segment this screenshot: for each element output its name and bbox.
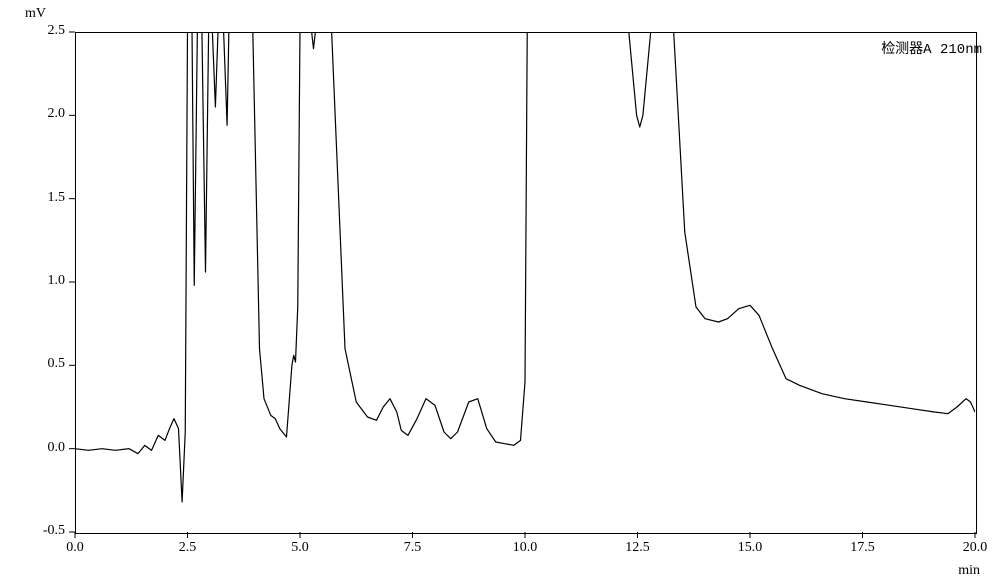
- x-tick-label: 10.0: [505, 540, 545, 556]
- x-tick-label: 2.5: [168, 540, 208, 556]
- x-tick-label: 0.0: [55, 540, 95, 556]
- y-tick-label: 1.5: [25, 190, 65, 206]
- x-tick-label: 17.5: [843, 540, 883, 556]
- x-tick-label: 7.5: [393, 540, 433, 556]
- x-tick-label: 12.5: [618, 540, 658, 556]
- y-tick-label: 0.5: [25, 356, 65, 372]
- y-tick-label: 2.0: [25, 106, 65, 122]
- x-tick-label: 20.0: [955, 540, 995, 556]
- chromatogram-line: [0, 0, 1000, 585]
- y-tick-label: 2.5: [25, 23, 65, 39]
- y-tick-label: 1.0: [25, 273, 65, 289]
- y-tick-label: -0.5: [25, 523, 65, 539]
- y-tick-label: 0.0: [25, 440, 65, 456]
- x-tick-label: 5.0: [280, 540, 320, 556]
- x-tick-label: 15.0: [730, 540, 770, 556]
